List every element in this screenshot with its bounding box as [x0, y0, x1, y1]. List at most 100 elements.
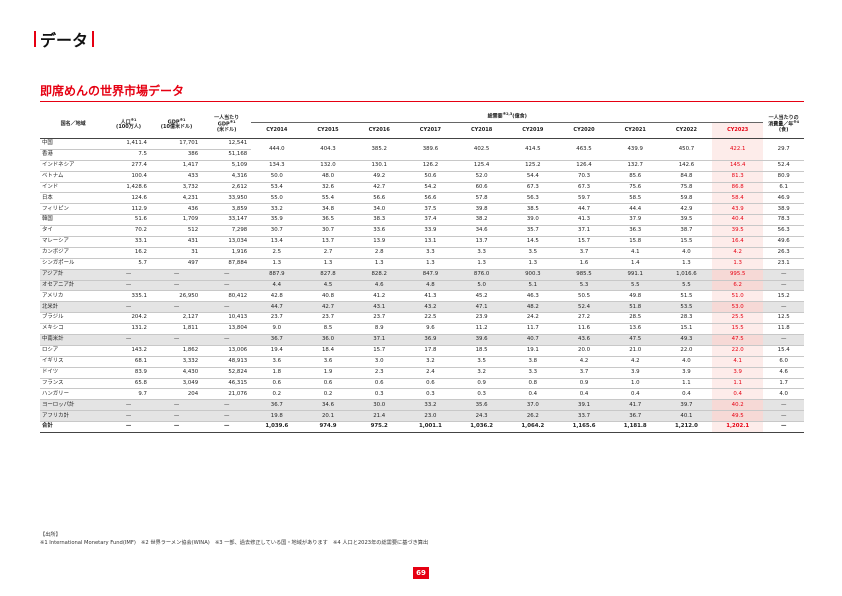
population-cell: 65.8: [106, 378, 151, 390]
header-year: CY2017: [404, 122, 457, 139]
demand-cell: 59.7: [558, 192, 610, 205]
demand-cell: 130.1: [353, 160, 405, 172]
demand-cell: 19.8: [251, 410, 303, 423]
per-capita-cell: 38.9: [763, 203, 804, 216]
demand-cell: 23.7: [353, 312, 405, 325]
gdp-cell: —: [150, 421, 203, 434]
gdp-per-capita-cell: —: [202, 334, 252, 346]
demand-cell: 42.7: [302, 301, 354, 314]
demand-cell: 3.3: [456, 247, 508, 259]
demand-cell: 30.0: [353, 399, 405, 412]
demand-cell: 48.0: [302, 171, 354, 183]
demand-cell: 28.3: [660, 312, 713, 325]
per-capita-cell: —: [763, 410, 804, 423]
per-capita-cell: 15.4: [763, 345, 804, 357]
gdp-per-capita-cell: 1,916: [202, 247, 252, 259]
demand-cell: 15.8: [609, 236, 661, 248]
table-row: イギリス 68.1 3,332 48,913 3.6 3.6 3.0 3.2 3.5 3.8 4.2…: [40, 356, 804, 368]
demand-cell: 42.9: [660, 203, 713, 216]
country-cell: ヨーロッパ計: [40, 399, 107, 412]
demand-cell: 40.2: [712, 399, 764, 412]
demand-cell: 4.8: [404, 280, 457, 292]
demand-cell: 84.8: [660, 171, 713, 183]
subtotal-row: オセアニア計 — — —4.4 4.5 4.6 4.8 5.0 5.1 5.3 5.5 5.5 6.2—: [40, 280, 804, 292]
per-capita-cell: 6.1: [763, 182, 804, 194]
demand-cell: 3.3: [404, 247, 457, 259]
country-cell: ベトナム: [40, 171, 107, 183]
demand-cell: 4.0: [660, 247, 713, 259]
per-capita-cell: 26.3: [763, 247, 804, 259]
country-cell: 北米計: [40, 301, 107, 314]
title-bar-left: [34, 31, 36, 47]
demand-cell: 41.3: [558, 214, 610, 227]
demand-cell: 975.2: [353, 421, 405, 434]
country-cell: 合計: [40, 421, 107, 434]
demand-cell: 15.7: [353, 345, 405, 357]
gdp-per-capita-cell: 4,316: [202, 171, 252, 183]
demand-cell: 8.5: [302, 323, 354, 336]
demand-cell: 41.2: [353, 290, 405, 303]
demand-cell: 1.4: [609, 258, 661, 270]
gdp-per-capita-cell: 33,147: [202, 214, 252, 227]
demand-cell: 1.3: [712, 258, 764, 270]
demand-cell: 422.1: [712, 138, 764, 161]
demand-cell: 13.7: [302, 236, 354, 248]
demand-cell: 13.1: [404, 236, 457, 248]
demand-cell: 0.4: [660, 388, 713, 401]
demand-cell: 995.5: [712, 269, 764, 281]
demand-cell: 75.8: [660, 182, 713, 194]
demand-cell: 4.1: [609, 247, 661, 259]
table-row: ブラジル 204.2 2,127 10,413 23.7 23.7 23.7 22.5 23.9…: [40, 312, 804, 325]
footnote-line: ※1 International Monetary Fund(IMF) ※2 世…: [40, 540, 429, 546]
demand-cell: 39.7: [660, 399, 713, 412]
demand-cell: 1.3: [251, 258, 303, 270]
demand-cell: 0.9: [558, 378, 610, 390]
demand-cell: 450.7: [660, 138, 713, 161]
demand-cell: 15.5: [660, 236, 713, 248]
country-cell: アジア計: [40, 269, 107, 281]
demand-cell: 36.3: [609, 225, 661, 238]
demand-cell: 21.0: [609, 345, 661, 357]
demand-cell: 38.7: [660, 225, 713, 238]
gdp-cell: 1,862: [150, 345, 203, 357]
demand-cell: 53.0: [712, 301, 764, 314]
demand-cell: 32.6: [302, 182, 354, 194]
header-year: CY2014: [251, 122, 303, 139]
population-cell: 143.2: [106, 345, 151, 357]
demand-cell: 0.9: [456, 378, 508, 390]
demand-cell: 1.3: [353, 258, 405, 270]
per-capita-cell: 6.0: [763, 356, 804, 368]
subtitle-rule: [40, 101, 804, 102]
demand-cell: 51.5: [660, 290, 713, 303]
demand-cell: 53.5: [660, 301, 713, 314]
per-capita-cell: —: [763, 269, 804, 281]
demand-cell: 33.6: [353, 225, 405, 238]
demand-cell: 3.7: [558, 247, 610, 259]
gdp-per-capita-cell: 80,412: [202, 290, 252, 303]
table-row: フィリピン 112.9 436 3,859 33.2 34.8 34.0 37.5 39.8 38…: [40, 203, 804, 216]
table-row: 中国 1,411.4 17,701 12,541 444.0 404.3 385.2 389.…: [40, 138, 804, 161]
demand-cell: 22.0: [712, 345, 764, 357]
demand-cell: 1,165.6: [558, 421, 610, 434]
demand-cell: 51.0: [712, 290, 764, 303]
gdp-cell: 1,417: [150, 160, 203, 172]
demand-cell: 49.3: [660, 334, 713, 346]
demand-cell: 59.8: [660, 192, 713, 205]
demand-cell: 45.2: [456, 290, 508, 303]
population-cell: 112.9: [106, 203, 151, 216]
demand-cell: 18.5: [456, 345, 508, 357]
demand-cell: 3.2: [456, 367, 508, 379]
country-cell: ブラジル: [40, 312, 107, 325]
demand-cell: 67.3: [507, 182, 559, 194]
per-capita-cell: 4.0: [763, 388, 804, 401]
gdp-cell: —: [150, 269, 203, 281]
gdp-per-capita-cell: —: [202, 301, 252, 314]
demand-cell: 1.3: [302, 258, 354, 270]
demand-cell: 828.2: [353, 269, 405, 281]
country-cell: メキシコ: [40, 323, 107, 336]
population-cell: 1,428.6: [106, 182, 151, 194]
demand-cell: 145.4: [712, 160, 764, 172]
header-total-demand: 総需要※2,3(億食): [251, 111, 764, 123]
header-year: CY2023: [712, 122, 764, 139]
demand-cell: 3.8: [507, 356, 559, 368]
